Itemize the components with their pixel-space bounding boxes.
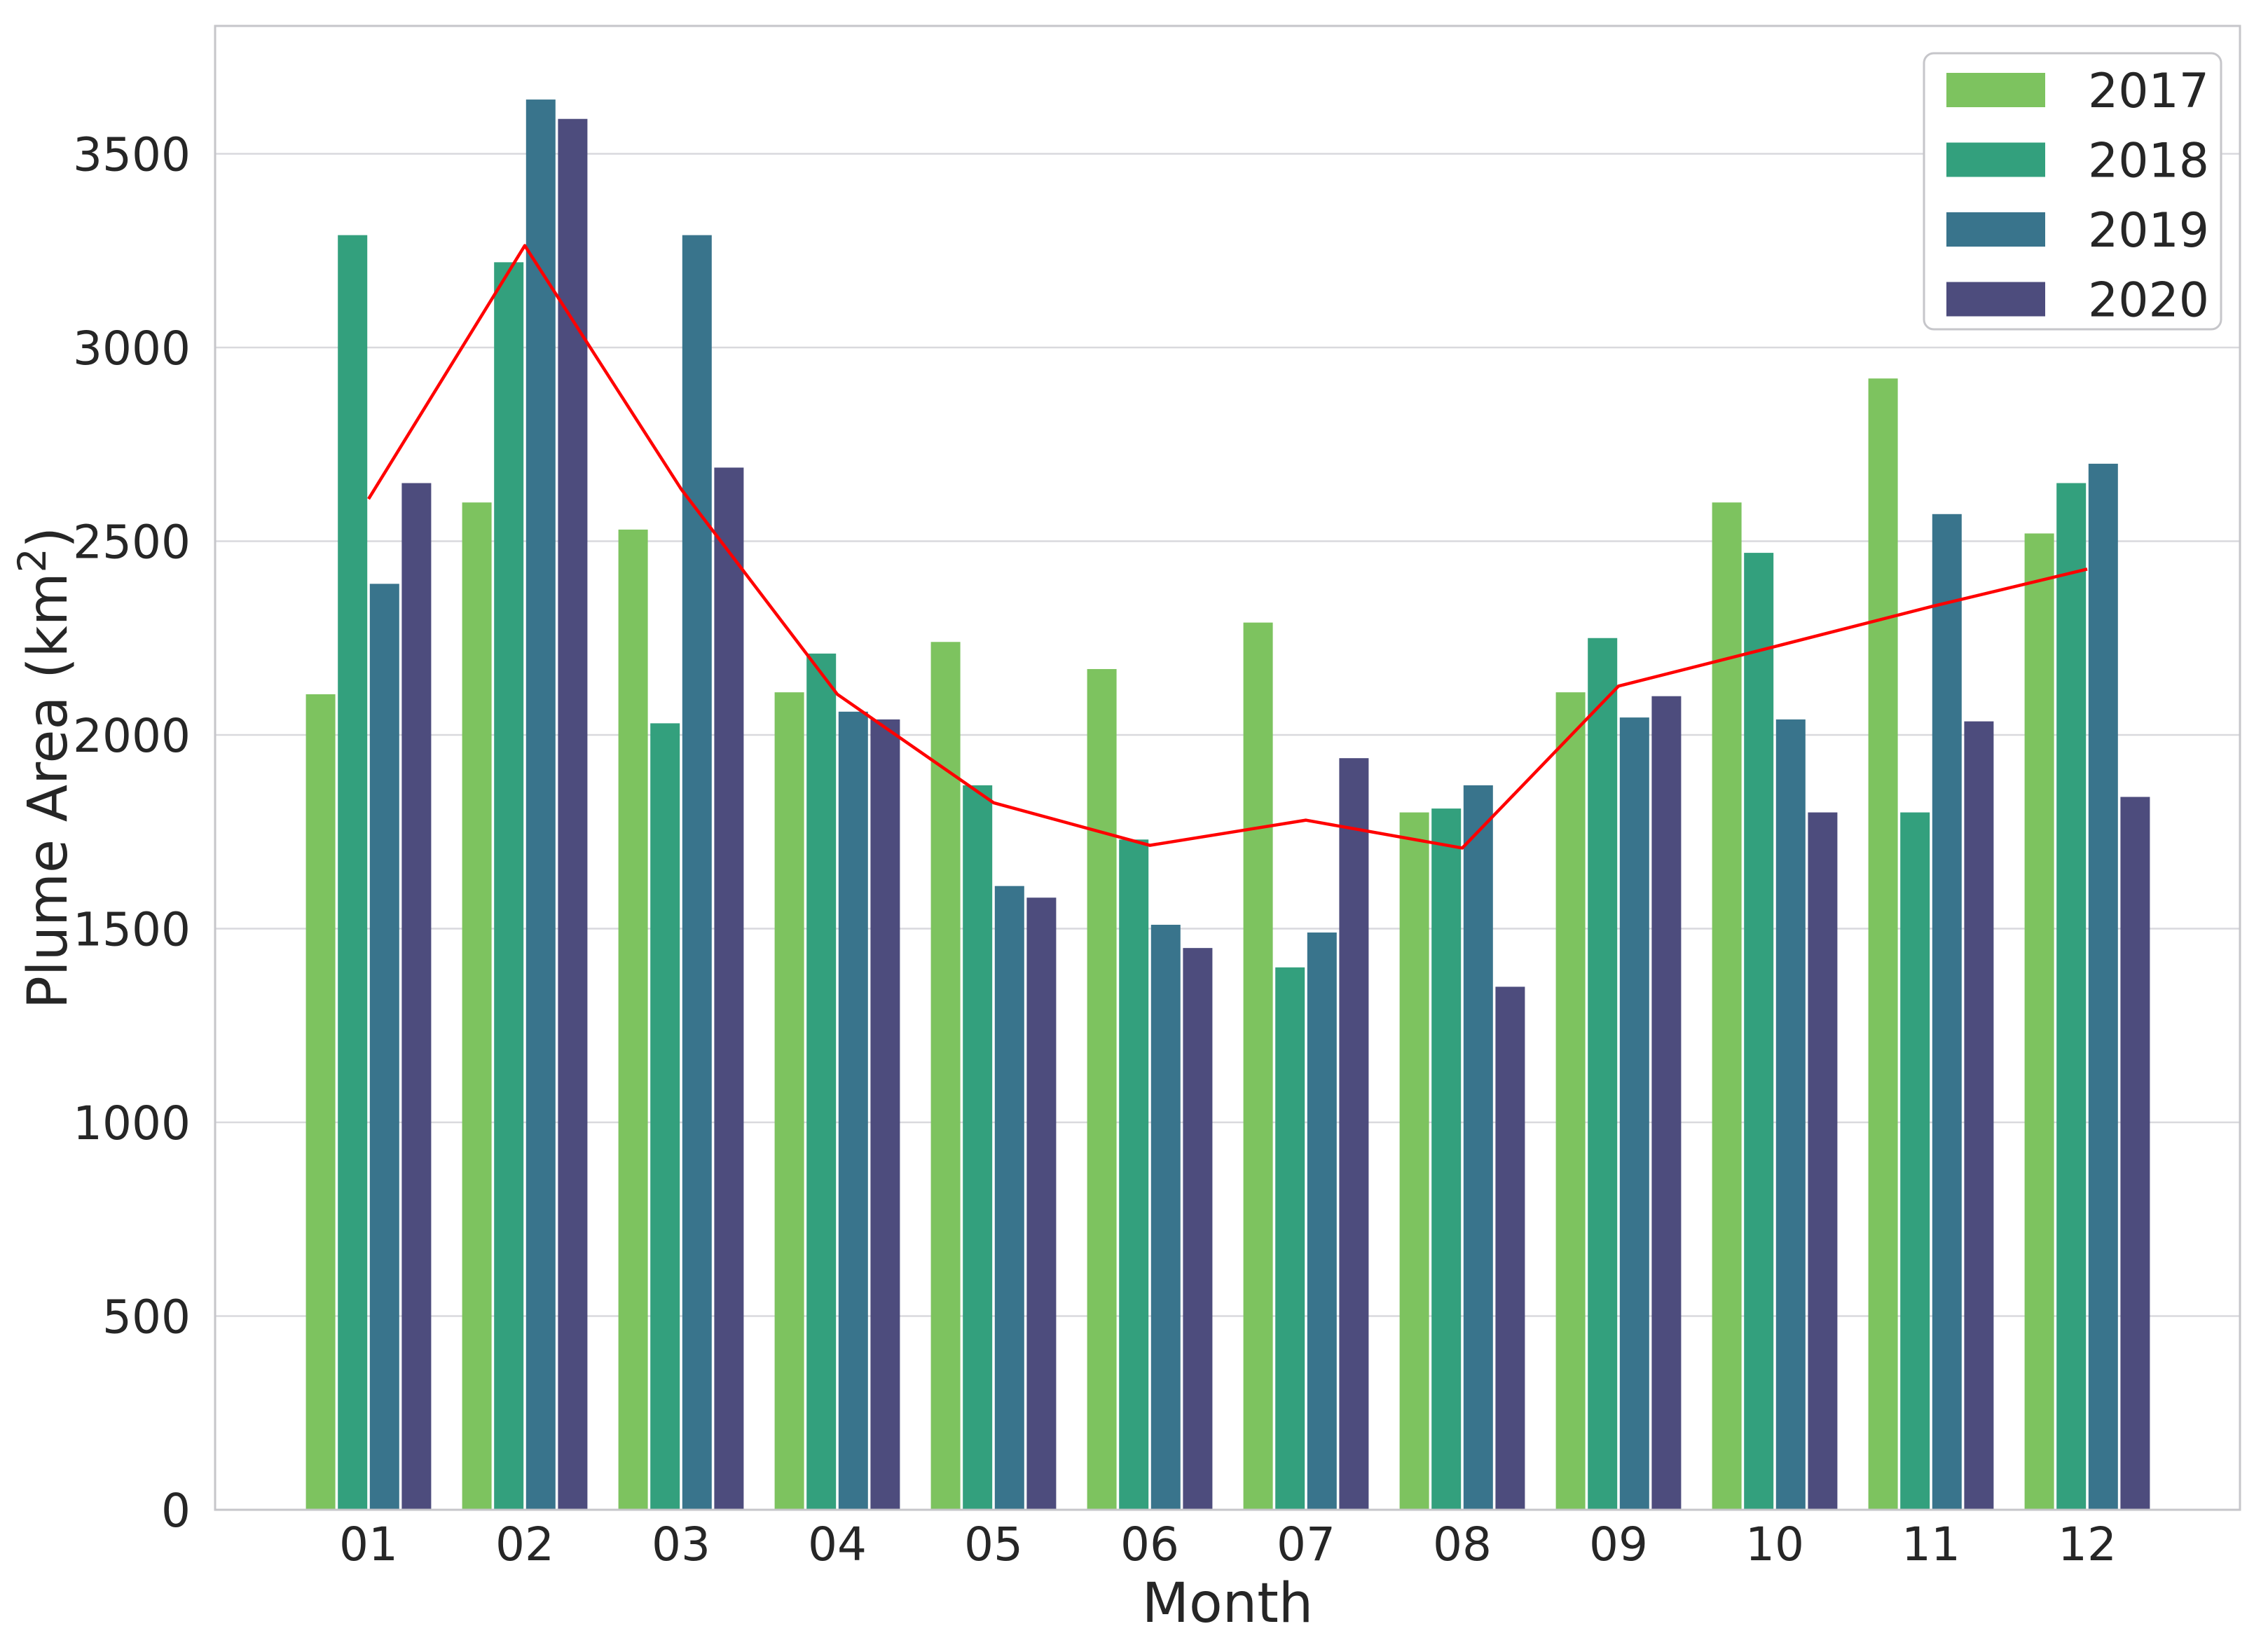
bar-2018-m03 [650, 723, 680, 1510]
x-tick-label-01: 01 [339, 1517, 398, 1571]
y-tick-label-2000: 2000 [73, 709, 191, 763]
bar-2020-m02 [558, 118, 588, 1510]
bar-2020-m08 [1495, 986, 1525, 1510]
bar-2019-m05 [994, 886, 1024, 1510]
bar-2017-m09 [1555, 692, 1586, 1510]
legend-swatch-2017 [1946, 73, 2045, 107]
y-tick-label-3000: 3000 [73, 322, 191, 376]
bar-2018-m08 [1431, 808, 1462, 1510]
bar-2019-m07 [1307, 932, 1337, 1510]
bar-2017-m07 [1243, 622, 1273, 1510]
y-tick-label-1500: 1500 [73, 902, 191, 956]
legend: 2017 2018 2019 2020 [1923, 52, 2222, 331]
bar-2017-m08 [1399, 812, 1429, 1510]
bar-2018-m04 [806, 653, 837, 1510]
bar-2020-m09 [1651, 696, 1682, 1510]
bar-2019-m01 [369, 584, 399, 1510]
y-tick-label-1000: 1000 [73, 1096, 191, 1150]
bar-2020-m06 [1183, 948, 1213, 1510]
legend-swatch-2018 [1946, 142, 2045, 177]
bar-2018-m10 [1744, 553, 1774, 1510]
bar-2019-m11 [1932, 514, 1962, 1510]
bar-2018-m09 [1588, 638, 1618, 1510]
bar-2020-m12 [2120, 797, 2150, 1510]
y-tick-label-0: 0 [161, 1484, 191, 1538]
x-tick-label-10: 10 [1745, 1517, 1804, 1571]
bar-2019-m10 [1775, 719, 1806, 1510]
legend-box [1923, 52, 2222, 331]
y-tick-label-2500: 2500 [73, 515, 191, 569]
bar-2018-m05 [963, 785, 993, 1510]
bar-2017-m11 [1868, 378, 1898, 1510]
bar-2020-m03 [714, 467, 744, 1510]
bar-2017-m05 [930, 642, 961, 1510]
bar-2017-m06 [1087, 668, 1117, 1510]
bar-2017-m03 [618, 529, 648, 1510]
legend-label-2017: 2017 [2088, 64, 2209, 119]
y-tick-label-500: 500 [102, 1290, 191, 1344]
bar-2018-m06 [1119, 839, 1149, 1510]
bar-2020-m10 [1808, 812, 1838, 1510]
legend-label-2019: 2019 [2088, 203, 2209, 259]
bar-2020-m05 [1026, 897, 1057, 1510]
bar-2019-m02 [525, 99, 556, 1510]
bar-2019-m08 [1463, 785, 1493, 1510]
x-tick-label-02: 02 [495, 1517, 554, 1571]
bar-2018-m07 [1275, 967, 1305, 1510]
bar-2018-m12 [2056, 483, 2087, 1510]
bar-2017-m01 [305, 694, 336, 1510]
bar-2019-m04 [838, 711, 868, 1510]
x-tick-label-09: 09 [1589, 1517, 1648, 1571]
x-tick-label-03: 03 [652, 1517, 710, 1571]
y-axis-label: Plume Area (km2) [10, 527, 80, 1009]
bar-2020-m01 [401, 483, 432, 1510]
bar-2019-m12 [2088, 463, 2118, 1510]
bar-2017-m10 [1712, 502, 1742, 1510]
bar-2020-m07 [1339, 758, 1369, 1510]
x-axis-label: Month [1142, 1572, 1313, 1635]
bar-2018-m02 [494, 262, 524, 1510]
legend-label-2020: 2020 [2088, 273, 2209, 329]
x-tick-label-07: 07 [1277, 1517, 1335, 1571]
x-tick-label-12: 12 [2058, 1517, 2117, 1571]
bar-2017-m12 [2024, 533, 2054, 1510]
mean-line [367, 244, 2088, 850]
legend-swatch-2019 [1946, 212, 2045, 247]
x-tick-label-06: 06 [1120, 1517, 1179, 1571]
bar-2019-m06 [1150, 924, 1181, 1510]
x-tick-label-11: 11 [1902, 1517, 1960, 1571]
legend-label-2018: 2018 [2088, 134, 2209, 189]
x-tick-label-08: 08 [1433, 1517, 1492, 1571]
bar-2018-m01 [338, 235, 368, 1510]
x-tick-label-05: 05 [964, 1517, 1023, 1571]
bar-2019-m03 [682, 235, 712, 1510]
legend-swatch-2020 [1946, 282, 2045, 317]
bar-2017-m02 [462, 502, 492, 1510]
bar-2020-m11 [1964, 721, 1994, 1510]
plot-border [214, 25, 2241, 1511]
y-tick-label-3500: 3500 [73, 128, 191, 181]
x-tick-label-04: 04 [808, 1517, 867, 1571]
bar-2020-m04 [870, 719, 900, 1510]
bar-2017-m04 [774, 692, 804, 1510]
bar-2018-m11 [1900, 812, 1930, 1510]
bar-2019-m09 [1619, 717, 1649, 1510]
